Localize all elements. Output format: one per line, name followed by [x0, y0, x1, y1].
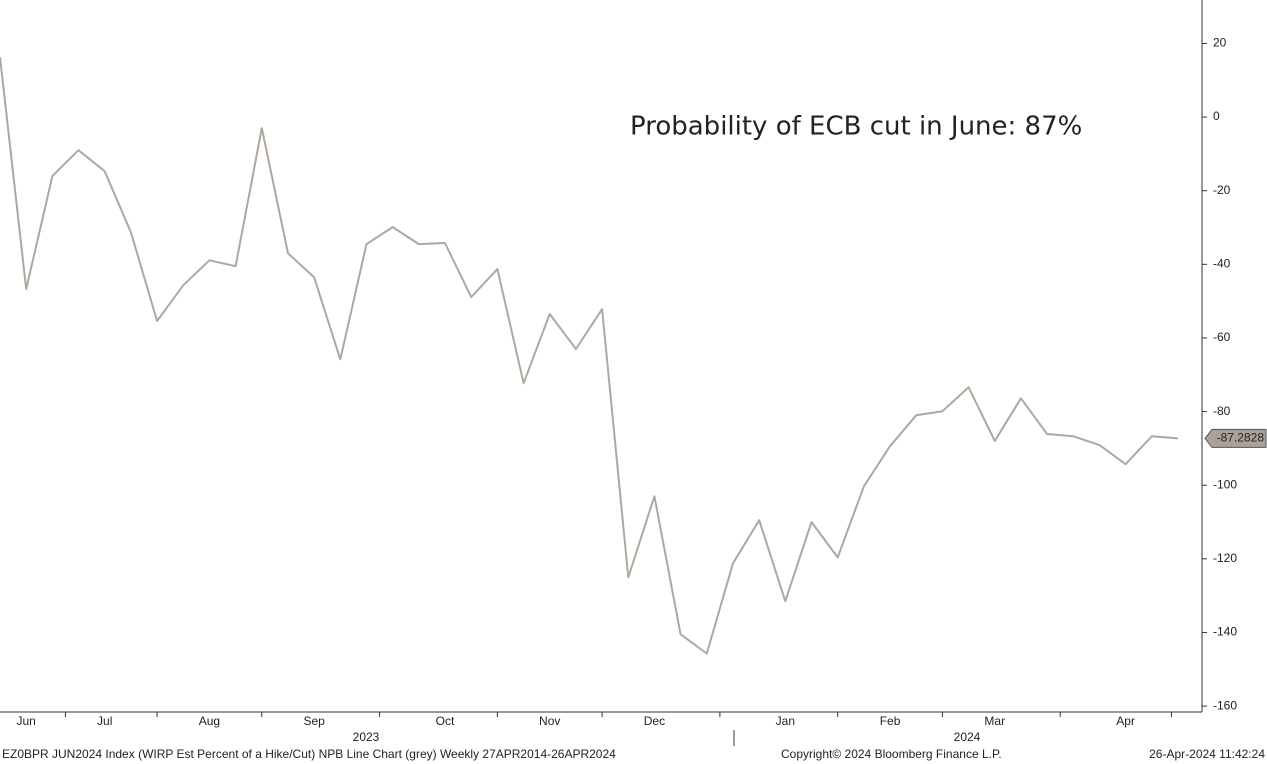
- y-tick-label: 20: [1213, 36, 1227, 50]
- y-tick-label: -60: [1213, 330, 1231, 344]
- annotation: Probability of ECB cut in June: 87%: [630, 112, 1082, 142]
- series-line: [0, 56, 1179, 655]
- x-tick-label: Sep: [303, 714, 325, 728]
- x-tick-label: Jul: [97, 714, 112, 728]
- y-tick-label: 0: [1213, 109, 1220, 123]
- footer-center: Copyright© 2024 Bloomberg Finance L.P.: [781, 747, 1002, 761]
- y-tick-label: -160: [1213, 698, 1237, 712]
- last-value-tag: [1204, 428, 1267, 448]
- year-label: 2023: [353, 730, 380, 744]
- y-tick-label: -40: [1213, 257, 1231, 271]
- x-tick-label: Jan: [776, 714, 795, 728]
- x-tick-label: Aug: [199, 714, 220, 728]
- x-tick-label: Jun: [16, 714, 35, 728]
- year-label: 2024: [954, 730, 981, 744]
- y-tick-label: -100: [1213, 477, 1237, 491]
- footer-right: 26-Apr-2024 11:42:24: [1149, 747, 1265, 761]
- x-tick-label: Mar: [984, 714, 1005, 728]
- x-tick-label: Dec: [644, 714, 665, 728]
- y-tick-label: -20: [1213, 183, 1231, 197]
- last-value-label: -87.2828: [1217, 431, 1265, 445]
- y-tick-label: -140: [1213, 625, 1237, 639]
- x-tick-label: Nov: [539, 714, 560, 728]
- footer-left: EZ0BPR JUN2024 Index (WIRP Est Percent o…: [2, 747, 616, 761]
- x-tick-label: Feb: [880, 714, 901, 728]
- x-tick-label: Apr: [1116, 714, 1135, 728]
- y-tick-label: -80: [1213, 404, 1231, 418]
- y-tick-label: -120: [1213, 551, 1237, 565]
- x-tick-label: Oct: [436, 714, 455, 728]
